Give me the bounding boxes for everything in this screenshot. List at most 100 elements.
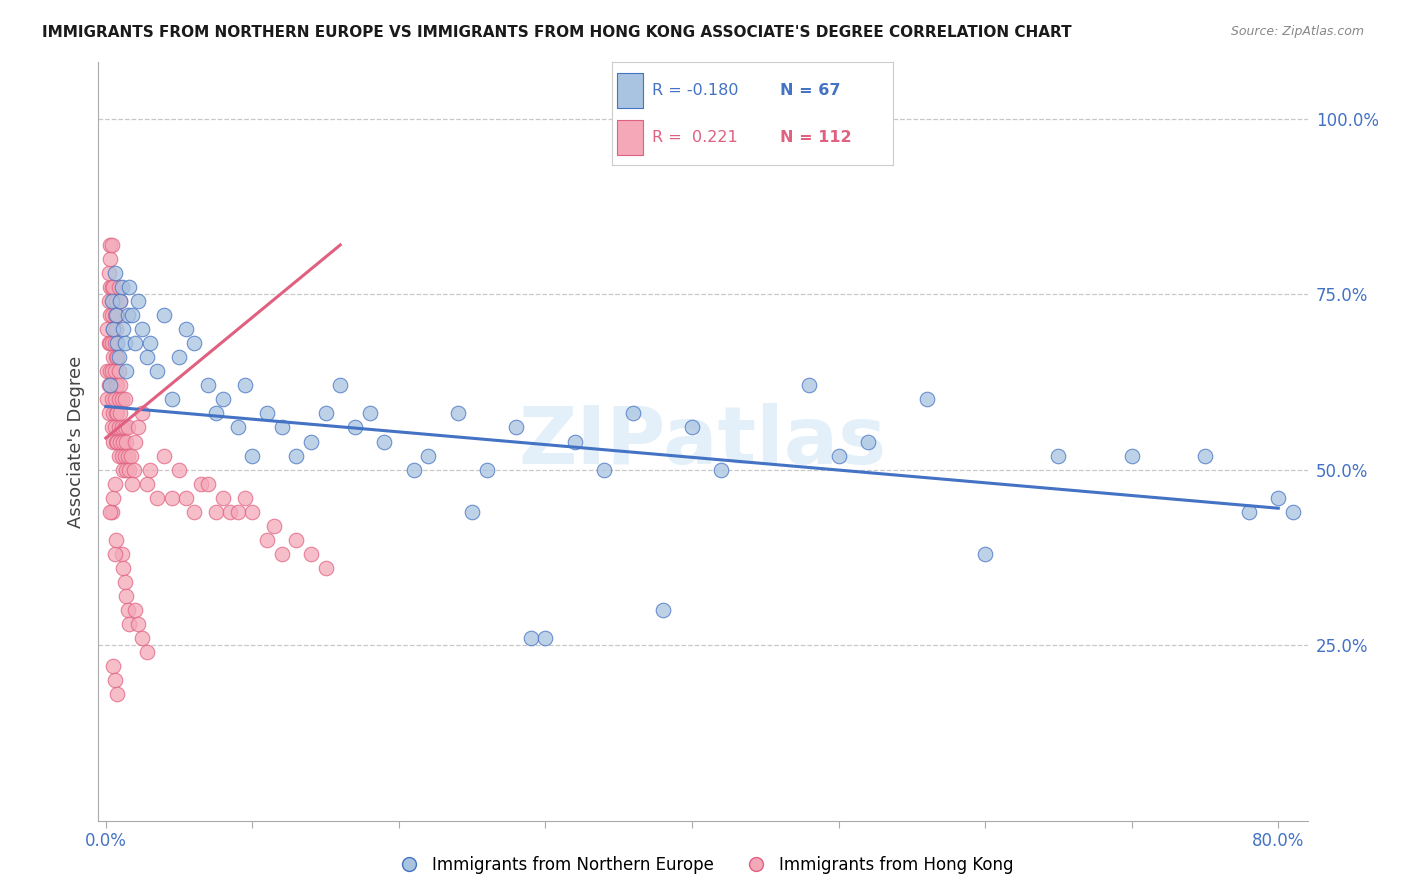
Point: [111, 547, 134, 561]
Point: [100, 364, 122, 378]
Point: [359, 407, 381, 421]
Point: [101, 322, 124, 336]
Point: [100, 336, 122, 351]
Point: [240, 505, 263, 519]
Point: [98, 252, 121, 266]
Point: [681, 420, 703, 434]
Point: [107, 308, 129, 322]
Point: [118, 617, 141, 632]
Point: [108, 392, 131, 407]
Point: [98, 336, 121, 351]
Point: [564, 434, 586, 449]
Point: [373, 434, 395, 449]
Point: [110, 378, 132, 392]
Point: [299, 434, 322, 449]
Point: [754, 133, 776, 147]
Point: [475, 462, 498, 476]
Point: [117, 308, 139, 322]
Point: [98, 364, 121, 378]
Point: [124, 434, 146, 449]
Legend: Immigrants from Northern Europe, Immigrants from Hong Kong: Immigrants from Northern Europe, Immigra…: [385, 849, 1021, 880]
Point: [167, 462, 190, 476]
Point: [233, 491, 256, 505]
Point: [124, 603, 146, 617]
Point: [124, 336, 146, 351]
Point: [97, 294, 120, 309]
Point: [100, 294, 122, 309]
Point: [101, 378, 124, 392]
Point: [96, 364, 118, 378]
Point: [418, 449, 440, 463]
Point: [101, 280, 124, 294]
Point: [621, 407, 644, 421]
Point: [100, 280, 122, 294]
Point: [240, 449, 263, 463]
Point: [343, 420, 366, 434]
Point: [103, 476, 125, 491]
Point: [593, 462, 616, 476]
Text: N = 112: N = 112: [780, 130, 852, 145]
Point: [118, 280, 141, 294]
Point: [114, 574, 136, 589]
Point: [107, 378, 129, 392]
Point: [117, 603, 139, 617]
Point: [98, 505, 121, 519]
Point: [1194, 449, 1216, 463]
Point: [160, 392, 183, 407]
Point: [96, 322, 118, 336]
Point: [135, 476, 157, 491]
Point: [110, 294, 132, 309]
Point: [127, 617, 149, 632]
Text: R = -0.180: R = -0.180: [652, 83, 740, 97]
Point: [197, 378, 219, 392]
Point: [100, 238, 122, 252]
Point: [112, 322, 135, 336]
Point: [111, 420, 134, 434]
Text: ZIPatlas: ZIPatlas: [519, 402, 887, 481]
Point: [111, 280, 134, 294]
Point: [135, 351, 157, 365]
Point: [226, 505, 249, 519]
Point: [138, 336, 160, 351]
Point: [100, 505, 122, 519]
Point: [107, 407, 129, 421]
Point: [1237, 505, 1260, 519]
Point: [534, 631, 557, 645]
Point: [446, 407, 468, 421]
Point: [105, 378, 128, 392]
Point: [97, 407, 120, 421]
Point: [146, 491, 169, 505]
Point: [101, 491, 124, 505]
Point: [103, 392, 125, 407]
Point: [110, 407, 132, 421]
Point: [103, 420, 125, 434]
Point: [402, 462, 425, 476]
Point: [315, 407, 337, 421]
Point: [107, 434, 129, 449]
Point: [107, 351, 129, 365]
Point: [114, 392, 136, 407]
Bar: [617, 120, 643, 155]
Point: [1047, 449, 1070, 463]
Point: [97, 378, 120, 392]
Point: [115, 434, 138, 449]
Point: [212, 491, 235, 505]
Point: [127, 420, 149, 434]
Point: [127, 294, 149, 309]
Point: [98, 238, 121, 252]
Point: [115, 462, 138, 476]
Point: [105, 533, 128, 547]
Point: [100, 392, 122, 407]
Point: [117, 420, 139, 434]
Point: [112, 561, 135, 575]
Point: [114, 420, 136, 434]
Point: [263, 518, 285, 533]
Point: [114, 336, 136, 351]
Point: [107, 336, 129, 351]
Point: [122, 462, 145, 476]
Point: [233, 378, 256, 392]
Point: [204, 505, 226, 519]
Point: [1282, 505, 1305, 519]
Point: [108, 449, 131, 463]
Point: [107, 687, 129, 701]
